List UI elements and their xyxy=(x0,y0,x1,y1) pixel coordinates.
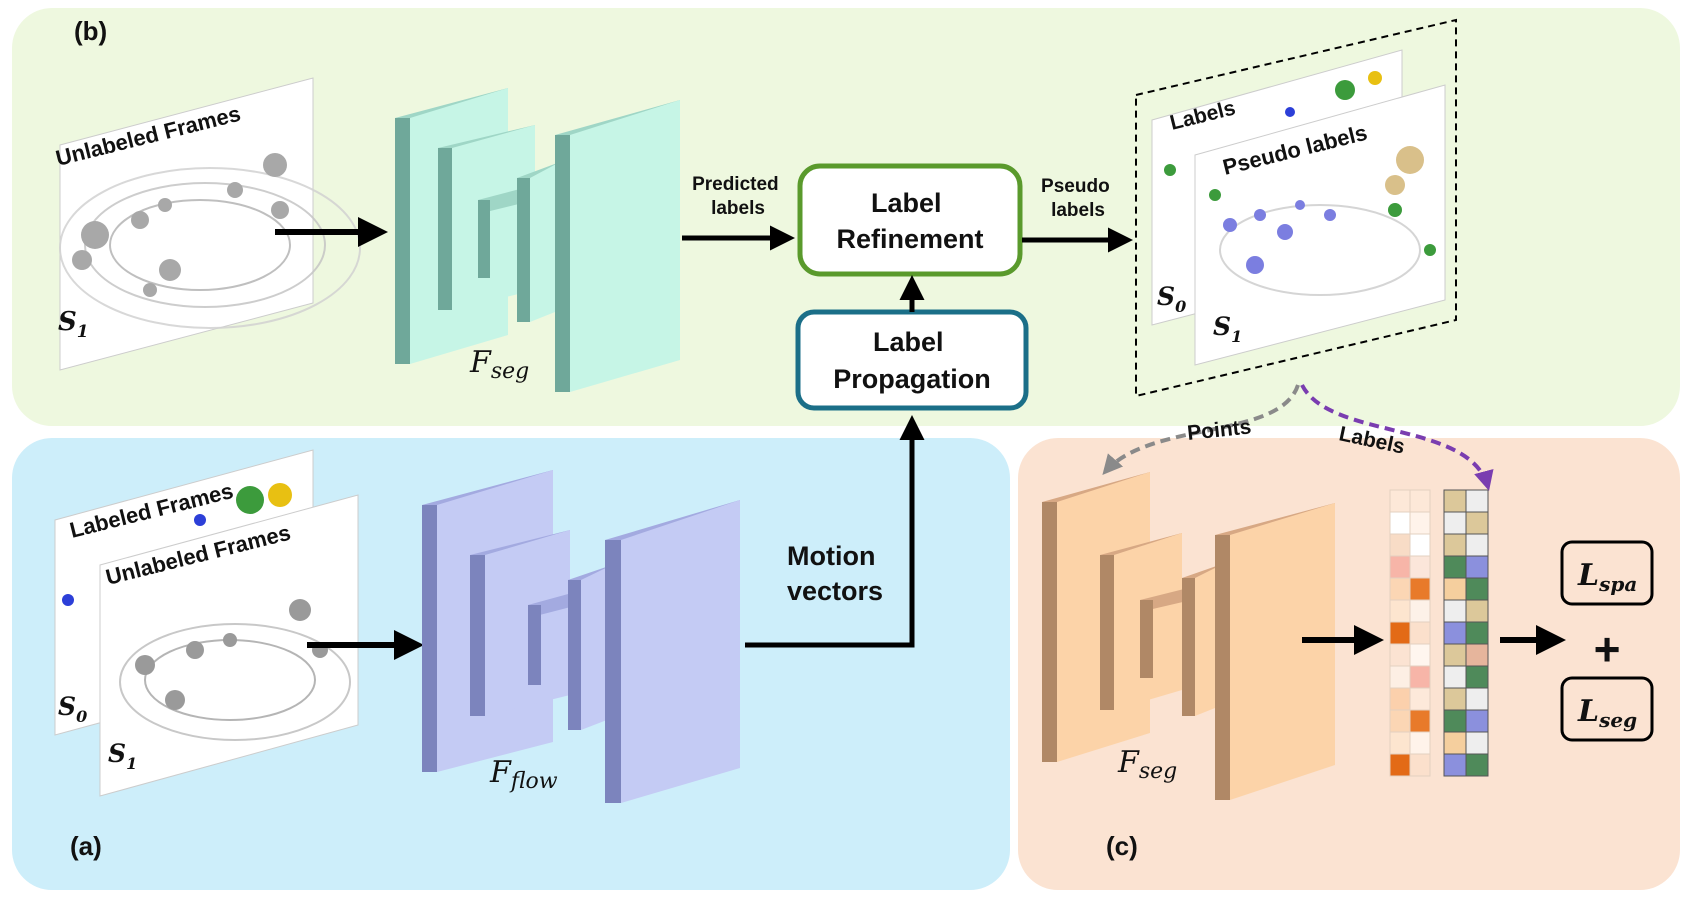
feature-column-orange xyxy=(1389,489,1431,777)
panel-c-tag: (c) xyxy=(1106,831,1138,861)
label-refinement-text: Label Refinement xyxy=(836,188,983,254)
points-arrow xyxy=(1102,384,1300,476)
label-propagation-text: Label Propagation xyxy=(833,327,991,394)
pseudo-labels-frame-symbol: S1 xyxy=(1213,312,1242,346)
panel-c-background xyxy=(1018,438,1680,890)
loss-seg-box xyxy=(1560,676,1654,742)
plus-sign: + xyxy=(1594,623,1621,675)
labels-arrow xyxy=(1300,384,1494,491)
fseg-network-c xyxy=(1042,472,1335,800)
labels-frame-symbol: S0 xyxy=(1157,282,1186,316)
arrow-motion-to-propagation xyxy=(745,415,925,648)
fflow-network xyxy=(422,470,740,803)
motion-vectors-label: Motion vectors xyxy=(787,541,883,606)
feature-column-labels xyxy=(1443,489,1489,777)
panel-a-tag: (a) xyxy=(70,831,102,861)
panel-b-tag: (b) xyxy=(74,16,107,46)
fflow-label: Fflow xyxy=(489,755,558,794)
frame-symbol-b: S1 xyxy=(58,307,89,342)
loss-spa-box xyxy=(1560,540,1654,606)
edge-predicted-labels: Predicted labels xyxy=(692,174,784,219)
pseudo-labels-frame-s1: Pseudo labels S1 xyxy=(1194,84,1446,366)
fseg-label-b: Fseg xyxy=(469,345,529,384)
loss-spa-label: Lspa xyxy=(1577,558,1637,596)
fseg-label-c: Fseg xyxy=(1117,745,1177,784)
unlabeled-frame-symbol-a: S1 xyxy=(108,739,137,773)
loss-seg-label: Lseg xyxy=(1577,694,1637,732)
edge-pseudo-labels: Pseudo labels xyxy=(1041,176,1115,221)
fseg-network-b xyxy=(395,88,680,392)
unlabeled-frame-b: Unlabeled Frames S1 xyxy=(53,77,361,371)
labeled-frame-symbol: S0 xyxy=(58,692,87,726)
pseudo-label-output-region xyxy=(1135,18,1457,398)
label-refinement-box xyxy=(797,163,1023,277)
